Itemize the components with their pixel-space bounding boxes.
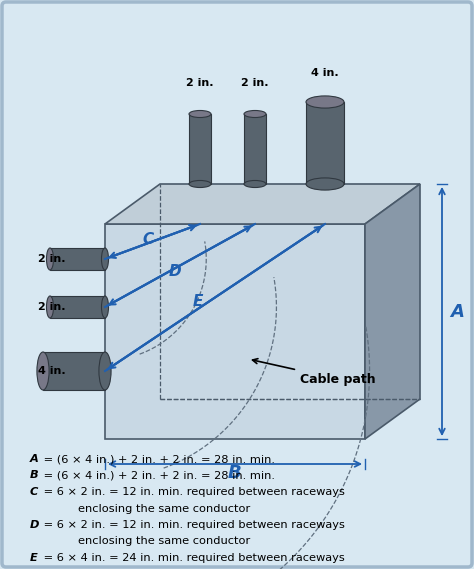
Polygon shape <box>50 296 105 318</box>
Text: B: B <box>30 471 38 480</box>
Ellipse shape <box>189 180 211 188</box>
Text: 2 in.: 2 in. <box>186 78 214 88</box>
Polygon shape <box>105 184 420 224</box>
Ellipse shape <box>99 352 111 390</box>
Text: B: B <box>228 464 242 482</box>
Text: E: E <box>193 294 203 308</box>
Text: Cable path: Cable path <box>253 358 375 386</box>
Text: = (6 × 4 in.) + 2 in. + 2 in. = 28 in. min.: = (6 × 4 in.) + 2 in. + 2 in. = 28 in. m… <box>40 454 275 464</box>
Text: C: C <box>142 232 154 246</box>
Ellipse shape <box>46 248 54 270</box>
Ellipse shape <box>101 296 109 318</box>
Ellipse shape <box>306 96 344 108</box>
Text: 4 in.: 4 in. <box>38 366 65 376</box>
Text: = (6 × 4 in.) + 2 in. + 2 in. = 28 in. min.: = (6 × 4 in.) + 2 in. + 2 in. = 28 in. m… <box>40 471 275 480</box>
Text: E: E <box>30 553 38 563</box>
Text: enclosing the same conductor: enclosing the same conductor <box>78 537 250 546</box>
Ellipse shape <box>101 248 109 270</box>
Text: = 6 × 2 in. = 12 in. min. required between raceways: = 6 × 2 in. = 12 in. min. required betwe… <box>40 487 345 497</box>
Text: 4 in.: 4 in. <box>311 68 339 78</box>
Text: D: D <box>30 520 39 530</box>
Text: A: A <box>30 454 39 464</box>
Polygon shape <box>365 184 420 439</box>
Text: D: D <box>169 263 182 278</box>
Text: 2 in.: 2 in. <box>241 78 269 88</box>
Text: C: C <box>30 487 38 497</box>
Polygon shape <box>189 114 211 184</box>
Ellipse shape <box>189 110 211 118</box>
Ellipse shape <box>244 180 266 188</box>
Polygon shape <box>105 224 365 439</box>
Text: 2 in.: 2 in. <box>38 302 65 312</box>
Polygon shape <box>50 248 105 270</box>
Text: enclosing the same conductor: enclosing the same conductor <box>78 504 250 513</box>
Text: = 6 × 2 in. = 12 in. min. required between raceways: = 6 × 2 in. = 12 in. min. required betwe… <box>40 520 345 530</box>
Ellipse shape <box>306 178 344 190</box>
Polygon shape <box>306 102 344 184</box>
Text: A: A <box>450 303 464 320</box>
Ellipse shape <box>37 352 49 390</box>
Ellipse shape <box>46 296 54 318</box>
Text: 2 in.: 2 in. <box>38 254 65 264</box>
Polygon shape <box>244 114 266 184</box>
Ellipse shape <box>244 110 266 118</box>
Polygon shape <box>43 352 105 390</box>
Text: = 6 × 4 in. = 24 in. min. required between raceways: = 6 × 4 in. = 24 in. min. required betwe… <box>40 553 345 563</box>
